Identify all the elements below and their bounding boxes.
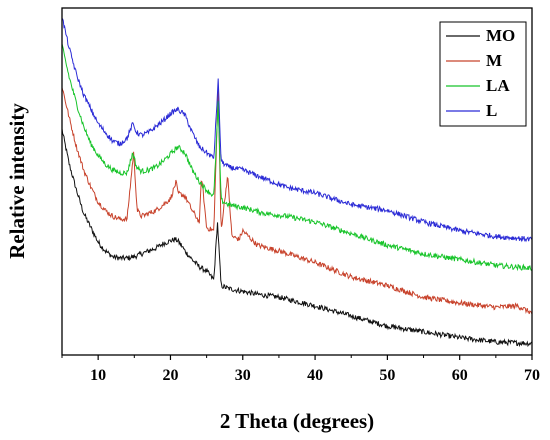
x-tick-label: 70 bbox=[524, 367, 540, 384]
legend-label-l: L bbox=[486, 101, 497, 120]
legend-label-mo: MO bbox=[486, 26, 515, 45]
legend: MO M LA L bbox=[439, 21, 527, 127]
x-axis-label: 2 Theta (degrees) bbox=[220, 409, 374, 433]
legend-items: MO M LA L bbox=[446, 26, 515, 120]
x-axis: 10 20 30 40 50 60 70 bbox=[61, 355, 540, 384]
x-tick-label: 60 bbox=[452, 367, 468, 384]
x-tick-label: 10 bbox=[90, 367, 106, 384]
series-line-l bbox=[61, 18, 533, 243]
x-tick-label: 50 bbox=[379, 367, 395, 384]
series-line-la bbox=[61, 43, 533, 272]
legend-label-la: LA bbox=[486, 76, 510, 95]
series-lines bbox=[61, 18, 533, 348]
plot-frame bbox=[61, 7, 533, 356]
series-line-m bbox=[61, 87, 533, 315]
legend-box bbox=[439, 21, 527, 127]
legend-label-m: M bbox=[486, 51, 502, 70]
series-line-mo bbox=[61, 128, 533, 348]
y-axis-label: Relative intensity bbox=[5, 103, 29, 259]
x-tick-label: 20 bbox=[162, 367, 178, 384]
x-tick-label: 30 bbox=[235, 367, 251, 384]
x-tick-label: 40 bbox=[307, 367, 323, 384]
